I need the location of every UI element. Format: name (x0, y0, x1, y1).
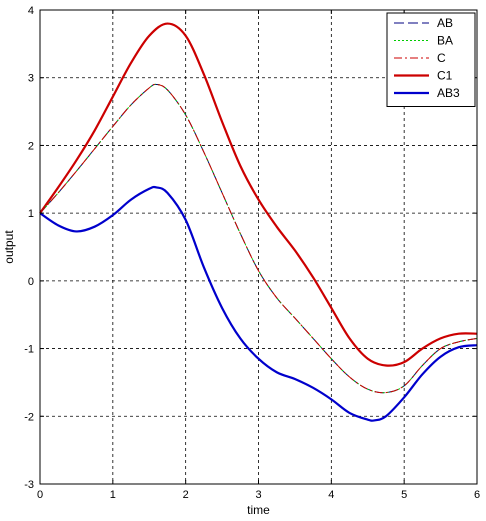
y-tick-label-5: 2 (28, 140, 34, 152)
legend-label-c1: C1 (437, 69, 453, 83)
y-tick-label-6: 3 (28, 73, 34, 85)
legend: AB BA C C1 AB3 (386, 12, 476, 107)
x-tick-label-2: 2 (183, 489, 189, 501)
axis-ticks: 0 1 2 3 4 5 6 -3 -2 -1 0 1 2 3 4 (24, 5, 480, 501)
series-line-ab3 (39, 185, 478, 422)
series-line-c1 (39, 22, 478, 367)
legend-label-ab3: AB3 (437, 86, 460, 100)
x-tick-label-4: 4 (328, 489, 334, 501)
legend-box (386, 12, 476, 107)
y-tick-label-3: 0 (28, 276, 34, 288)
legend-label-ab: AB (437, 16, 453, 30)
y-axis-label: output (2, 230, 16, 264)
x-tick-label-1: 1 (110, 489, 116, 501)
legend-label-c: C (437, 51, 446, 65)
series-line-ba (39, 83, 478, 394)
x-tick-label-3: 3 (255, 489, 261, 501)
y-tick-label-4: 1 (28, 208, 34, 220)
x-tick-label-5: 5 (401, 489, 407, 501)
y-tick-label-7: 4 (28, 5, 34, 17)
legend-label-ba: BA (437, 34, 453, 48)
x-tick-label-6: 6 (474, 489, 480, 501)
series-line-c (39, 83, 478, 394)
y-tick-label-1: -2 (24, 411, 34, 423)
x-axis-label: time (247, 503, 270, 517)
series-group (39, 22, 478, 422)
x-tick-label-0: 0 (37, 489, 43, 501)
y-tick-label-0: -3 (24, 479, 34, 491)
y-tick-label-2: -1 (24, 344, 34, 356)
